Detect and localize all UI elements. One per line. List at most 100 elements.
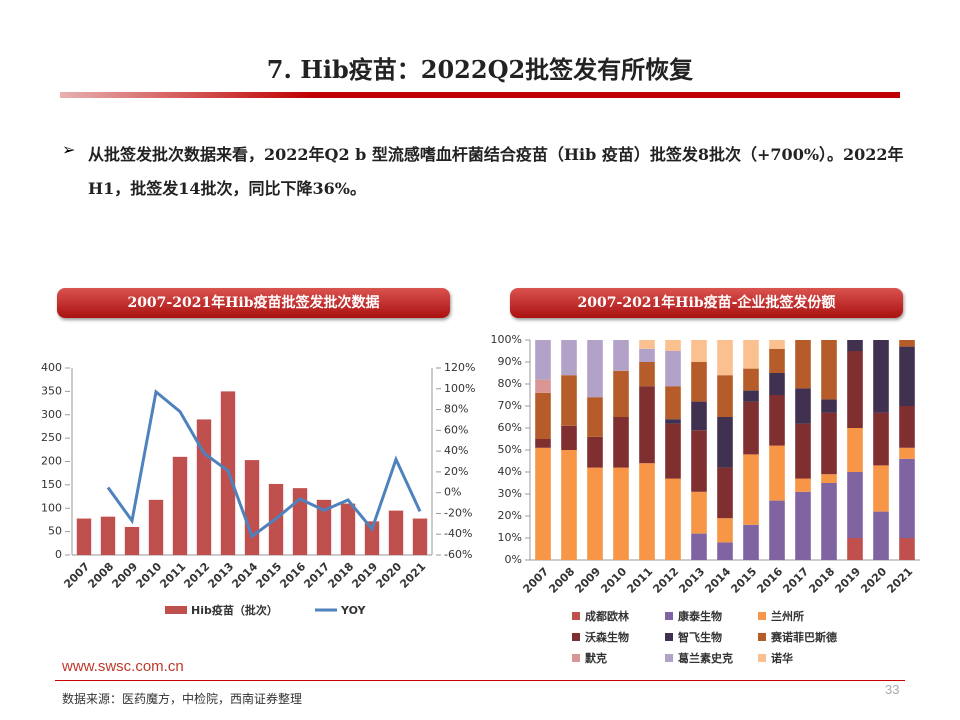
bar-segment	[899, 458, 915, 538]
title-rule	[60, 92, 900, 98]
bar-segment	[821, 399, 837, 413]
bar-segment	[769, 500, 785, 560]
y-tick-label: 0%	[444, 486, 461, 499]
bar-segment	[873, 412, 889, 466]
bar-segment	[665, 386, 681, 420]
y-tick-label: 80%	[498, 377, 522, 390]
y-tick-label: 100	[41, 501, 62, 514]
bar	[76, 518, 92, 555]
bar	[124, 526, 140, 555]
legend-swatch	[665, 612, 673, 620]
bar-segment	[561, 450, 577, 560]
y-tick-label: -20%	[444, 506, 472, 519]
bar-segment	[743, 390, 759, 402]
y-tick-label: 50	[48, 525, 62, 538]
bar-segment	[743, 368, 759, 391]
bar	[100, 516, 116, 555]
bar-segment	[899, 447, 915, 459]
y-tick-label: 350	[41, 384, 62, 397]
x-tick-label: 2013	[676, 565, 707, 596]
bar-segment	[795, 340, 811, 389]
x-tick-label: 2018	[806, 565, 837, 596]
y-tick-label: 10%	[498, 531, 522, 544]
y-tick-label: 60%	[498, 421, 522, 434]
bar-segment	[743, 340, 759, 369]
bar-segment	[847, 340, 863, 351]
bar-segment	[691, 533, 707, 560]
bar-segment	[717, 542, 733, 560]
y-tick-label: 20%	[444, 465, 468, 478]
y-tick-label: 20%	[498, 509, 522, 522]
x-tick-label: 2012	[650, 565, 681, 596]
legend-swatch	[665, 654, 673, 662]
legend-label: YOY	[340, 604, 367, 617]
bar-segment	[535, 379, 551, 393]
legend-swatch	[572, 633, 580, 641]
x-tick-label: 2012	[181, 560, 212, 591]
bar-segment	[769, 373, 785, 395]
chart-header: 2007-2021年Hib疫苗批签发批次数据	[57, 288, 450, 318]
x-tick-label: 2020	[858, 565, 889, 596]
y-tick-label: 100%	[491, 333, 522, 346]
legend-label: 成都欧林	[585, 609, 629, 623]
x-tick-label: 2009	[109, 560, 140, 591]
bar-segment	[769, 445, 785, 501]
y-tick-label: 80%	[444, 403, 468, 416]
y-tick-label: 150	[41, 478, 62, 491]
bar-segment	[899, 406, 915, 448]
y-tick-label: 60%	[444, 423, 468, 436]
x-tick-label: 2021	[884, 565, 915, 596]
bar	[364, 521, 380, 555]
bar-segment	[769, 340, 785, 349]
bar	[340, 503, 356, 555]
bar-segment	[665, 423, 681, 479]
bar	[292, 488, 308, 555]
legend-swatch	[758, 633, 766, 641]
bar-segment	[691, 362, 707, 402]
x-tick-label: 2008	[85, 560, 116, 591]
legend-swatch	[758, 654, 766, 662]
bar-segment	[795, 388, 811, 424]
legend-swatch	[665, 633, 673, 641]
x-tick-label: 2014	[229, 560, 260, 591]
bar-segment	[535, 439, 551, 448]
bar	[316, 499, 332, 555]
line	[106, 389, 422, 539]
bar-segment	[639, 340, 655, 349]
bar-segment	[587, 340, 603, 398]
bar-segment	[665, 340, 681, 351]
bar-segment	[899, 340, 915, 347]
x-tick-label: 2017	[301, 560, 332, 591]
y-tick-label: 100%	[444, 382, 475, 395]
x-tick-label: 2013	[205, 560, 236, 591]
x-tick-label: 2011	[624, 565, 655, 596]
legend-label: 葛兰素史克	[677, 651, 733, 665]
bar-segment	[847, 538, 863, 560]
bar-segment	[665, 419, 681, 424]
bar	[196, 419, 212, 555]
legend-label: 诺华	[771, 651, 793, 665]
y-tick-label: 30%	[498, 487, 522, 500]
y-tick-label: 70%	[498, 399, 522, 412]
x-tick-label: 2017	[780, 565, 811, 596]
bar-segment	[665, 478, 681, 560]
footer-rule	[55, 680, 905, 681]
bar-segment	[847, 428, 863, 472]
x-tick-label: 2007	[520, 565, 551, 596]
bar-segment	[717, 375, 733, 417]
bar-segment	[847, 472, 863, 538]
bar-segment	[613, 467, 629, 560]
y-tick-label: 50%	[498, 443, 522, 456]
x-tick-label: 2021	[397, 560, 428, 591]
bar-segment	[717, 518, 733, 543]
y-tick-label: 0	[55, 548, 62, 561]
legend-label: 默克	[585, 651, 607, 665]
legend-swatch	[572, 612, 580, 620]
legend-label: Hib疫苗（批次）	[191, 603, 278, 617]
x-tick-label: 2015	[728, 565, 759, 596]
legend-label: 智飞生物	[678, 630, 722, 644]
bar-segment	[821, 483, 837, 560]
bar-segment	[873, 511, 889, 560]
x-tick-label: 2016	[754, 565, 785, 596]
